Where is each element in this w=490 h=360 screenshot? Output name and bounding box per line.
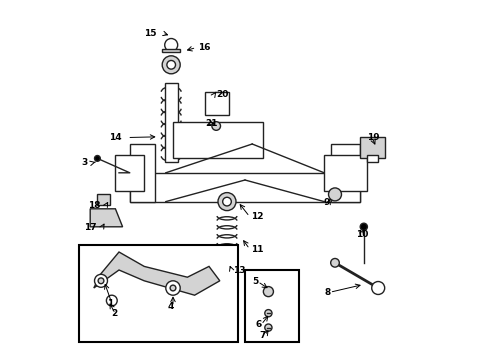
Text: 2: 2 xyxy=(111,310,117,319)
Text: 21: 21 xyxy=(205,119,218,128)
Text: 8: 8 xyxy=(324,288,330,297)
Polygon shape xyxy=(94,252,220,295)
Bar xyxy=(162,49,180,52)
Text: 6: 6 xyxy=(256,320,262,329)
Text: 7: 7 xyxy=(259,331,266,340)
Text: 11: 11 xyxy=(251,245,264,253)
Circle shape xyxy=(98,278,104,284)
Bar xyxy=(205,92,229,115)
Circle shape xyxy=(95,274,107,287)
Bar xyxy=(368,155,378,162)
Circle shape xyxy=(166,281,180,295)
Circle shape xyxy=(106,295,117,306)
Bar xyxy=(165,83,178,162)
Text: 19: 19 xyxy=(367,133,379,142)
Text: 17: 17 xyxy=(84,223,97,232)
Circle shape xyxy=(222,197,231,206)
Text: 4: 4 xyxy=(168,302,174,311)
Text: 9: 9 xyxy=(323,198,330,207)
Circle shape xyxy=(95,156,100,161)
Circle shape xyxy=(360,223,368,230)
Circle shape xyxy=(219,255,235,271)
Bar xyxy=(245,270,299,342)
Text: 15: 15 xyxy=(144,29,157,38)
Text: 18: 18 xyxy=(88,202,100,210)
Text: 20: 20 xyxy=(216,90,228,99)
Circle shape xyxy=(372,282,385,294)
Text: 1: 1 xyxy=(107,299,114,307)
Circle shape xyxy=(170,285,176,291)
Text: 5: 5 xyxy=(252,277,258,286)
Bar xyxy=(79,245,238,342)
Circle shape xyxy=(328,188,342,201)
Circle shape xyxy=(212,122,220,130)
Text: 10: 10 xyxy=(356,230,368,239)
Polygon shape xyxy=(324,155,368,191)
Polygon shape xyxy=(130,173,360,202)
Bar xyxy=(173,122,263,158)
Polygon shape xyxy=(90,209,122,227)
Circle shape xyxy=(265,324,272,331)
Circle shape xyxy=(167,60,175,69)
Circle shape xyxy=(165,39,178,51)
Circle shape xyxy=(162,56,180,74)
Polygon shape xyxy=(116,155,144,191)
Text: 12: 12 xyxy=(251,212,264,221)
Text: 3: 3 xyxy=(81,158,87,167)
Text: 14: 14 xyxy=(109,133,122,142)
Text: 13: 13 xyxy=(233,266,246,275)
Bar xyxy=(98,194,110,205)
Bar xyxy=(360,137,386,158)
Circle shape xyxy=(265,310,272,317)
Polygon shape xyxy=(130,144,155,202)
Text: 16: 16 xyxy=(198,43,211,52)
Circle shape xyxy=(263,287,273,297)
Circle shape xyxy=(331,258,339,267)
Circle shape xyxy=(218,193,236,211)
Polygon shape xyxy=(331,144,360,202)
